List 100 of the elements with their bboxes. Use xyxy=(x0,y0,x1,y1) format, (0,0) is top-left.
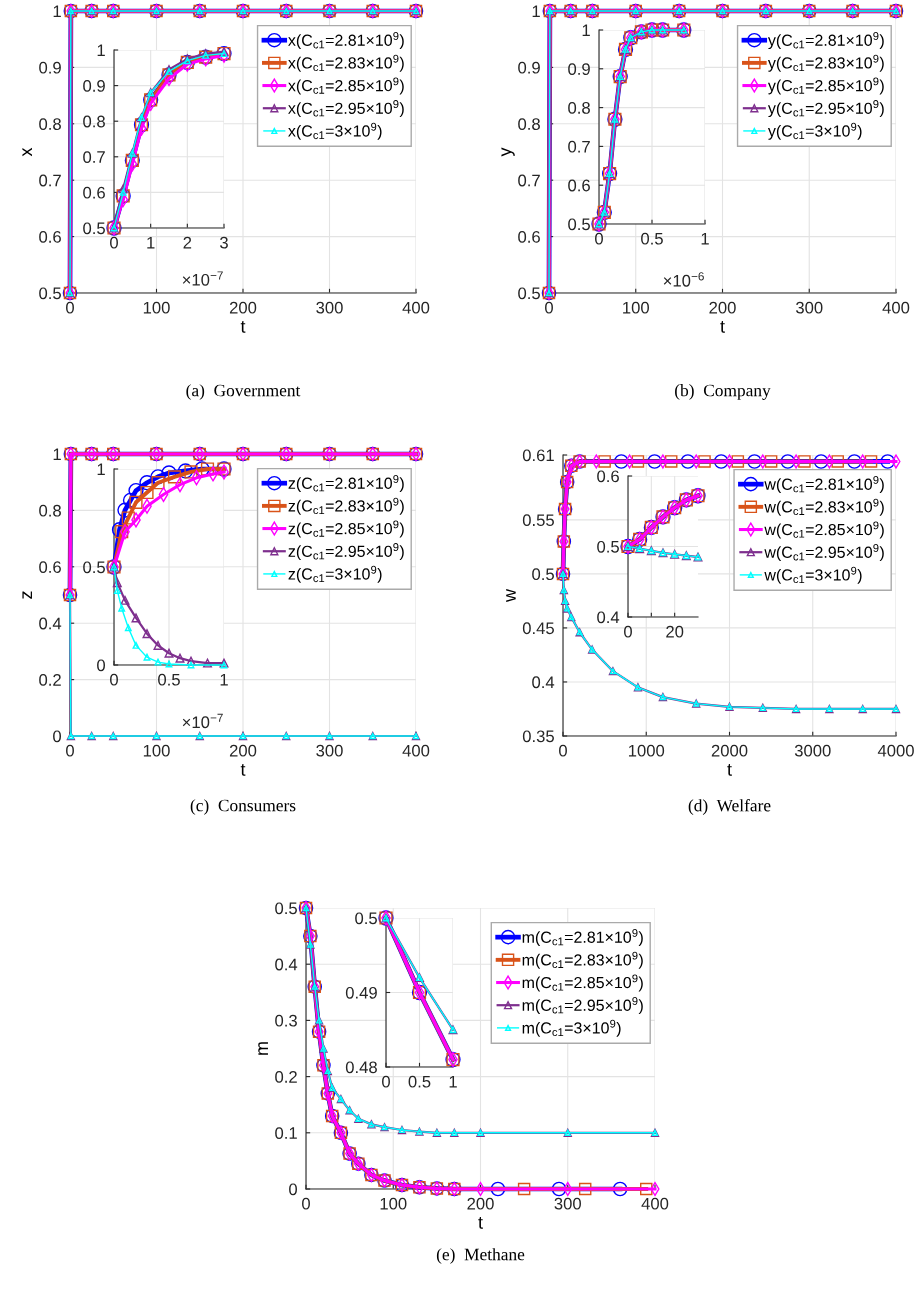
legend-label: x(C$_{c1}$=2.85×10$^{9}$) xyxy=(288,77,404,95)
y-tick-label: 1 xyxy=(532,5,540,18)
y-tick-label: 0.4 xyxy=(597,611,620,624)
legend-label: z(C$_{c1}$=3×10$^{9}$) xyxy=(288,565,382,583)
text: (b) Company xyxy=(675,384,771,400)
legend-label: w(C$_{c1}$=2.95×10$^{9}$) xyxy=(764,544,884,562)
annotation: ×10$^{−7}$ xyxy=(182,713,223,729)
legend-label: z(C$_{c1}$=2.95×10$^{9}$) xyxy=(288,543,404,561)
x-tick-label: 200 xyxy=(229,301,257,314)
y-tick-label: 0.5 xyxy=(39,287,61,300)
x-tick-label: 4000 xyxy=(877,744,914,757)
y-tick-label: 0.6 xyxy=(597,470,619,483)
x-tick-label: 400 xyxy=(641,1197,669,1210)
x-tick-label: 300 xyxy=(795,301,823,314)
y-tick-label: 0.5 xyxy=(83,222,105,235)
y-tick-label: 0.8 xyxy=(568,102,590,114)
x-tick-label: 1 xyxy=(147,236,155,249)
y-tick-label: 0.35 xyxy=(522,730,554,743)
legend-label: m(C$_{c1}$=2.83×10$^{9}$) xyxy=(522,951,643,969)
x-tick-label: 200 xyxy=(467,1197,494,1210)
x-tick-label: 1 xyxy=(701,232,709,245)
x-axis-title: t xyxy=(720,321,725,333)
y-tick-label: 1 xyxy=(53,448,61,461)
x-tick-label: 1000 xyxy=(628,744,665,757)
legend-label: x(C$_{c1}$=2.81×10$^{9}$) xyxy=(288,32,404,50)
x-tick-label: 2 xyxy=(183,236,192,249)
text: (d) Welfare xyxy=(688,799,771,815)
legend-label: y(C$_{c1}$=2.81×10$^{9}$) xyxy=(767,32,884,50)
legend-label: y(C$_{c1}$=2.95×10$^{9}$) xyxy=(767,100,884,118)
y-tick-label: 0.4 xyxy=(532,676,555,689)
x-axis-title: t xyxy=(727,764,732,776)
annotation: ×10$^{−7}$ xyxy=(182,271,223,286)
y-tick-label: 0.8 xyxy=(39,118,61,130)
legend-label: y(C$_{c1}$=2.83×10$^{9}$) xyxy=(767,54,884,72)
x-tick-label: 100 xyxy=(143,301,170,314)
y-tick-label: 0.7 xyxy=(518,174,540,187)
y-tick-label: 0.6 xyxy=(39,231,61,243)
annotation: ×10$^{−6}$ xyxy=(663,272,704,287)
x-axis-title: t xyxy=(240,764,246,776)
y-tick-label: 0.55 xyxy=(522,514,554,527)
y-tick-label: 0.9 xyxy=(568,63,590,75)
x-tick-label: 200 xyxy=(229,744,257,757)
y-tick-label: 0.4 xyxy=(275,958,298,971)
x-tick-label: 1 xyxy=(449,1075,457,1088)
y-tick-label: 1 xyxy=(53,5,61,18)
x-tick-label: 0 xyxy=(302,1197,310,1210)
x-tick-label: 1 xyxy=(220,673,228,686)
y-tick-label: 0.2 xyxy=(275,1071,297,1083)
y-tick-label: 0.3 xyxy=(275,1014,297,1027)
x-tick-label: 0 xyxy=(110,236,118,249)
y-tick-label: 0.5 xyxy=(275,902,297,915)
y-tick-label: 0.5 xyxy=(532,568,554,581)
x-tick-label: 200 xyxy=(709,301,736,314)
y-axis-title: x xyxy=(22,147,32,157)
x-tick-label: 300 xyxy=(316,744,343,757)
x-tick-label: 0 xyxy=(110,673,118,686)
y-tick-label: 0.61 xyxy=(522,449,554,462)
legend-label: x(C$_{c1}$=3×10$^{9}$) xyxy=(288,122,382,140)
y-axis-title: m xyxy=(258,1042,268,1055)
x-tick-label: 0 xyxy=(66,301,74,314)
legend-label: w(C$_{c1}$=2.81×10$^{9}$) xyxy=(764,476,884,494)
x-axis-title: t xyxy=(478,1217,483,1229)
y-tick-label: 0.5 xyxy=(355,912,377,925)
legend-label: x(C$_{c1}$=2.83×10$^{9}$) xyxy=(288,54,404,72)
y-tick-label: 1 xyxy=(97,44,105,57)
x-tick-label: 0 xyxy=(382,1075,390,1088)
legend-label: m(C$_{c1}$=2.81×10$^{9}$) xyxy=(522,929,643,947)
y-tick-label: 0.6 xyxy=(39,561,61,573)
y-tick-label: 0.49 xyxy=(345,986,377,999)
x-tick-label: 0.5 xyxy=(158,673,180,686)
legend-label: y(C$_{c1}$=3×10$^{9}$) xyxy=(767,122,862,140)
y-tick-label: 0 xyxy=(53,730,62,743)
y-tick-label: 0.9 xyxy=(39,61,61,74)
y-tick-label: 0.9 xyxy=(518,61,540,74)
y-tick-label: 0.6 xyxy=(518,231,540,243)
x-tick-label: 300 xyxy=(316,301,343,314)
y-tick-label: 0.7 xyxy=(39,174,61,187)
legend-label: y(C$_{c1}$=2.85×10$^{9}$) xyxy=(767,77,884,95)
legend-label: m(C$_{c1}$=3×10$^{9}$) xyxy=(522,1019,621,1037)
x-axis-title: t xyxy=(240,321,246,333)
y-tick-label: 0.6 xyxy=(568,179,590,192)
legend-label: w(C$_{c1}$=2.83×10$^{9}$) xyxy=(764,498,884,516)
x-tick-label: 2000 xyxy=(711,744,748,757)
y-tick-label: 0.2 xyxy=(39,674,61,686)
x-tick-label: 100 xyxy=(623,301,649,314)
y-tick-label: 0.4 xyxy=(39,617,62,630)
text: (c) Consumers xyxy=(190,799,296,815)
text: (a) Government xyxy=(186,384,301,400)
y-tick-label: 0.5 xyxy=(597,540,619,553)
x-tick-label: 400 xyxy=(402,301,430,314)
x-tick-label: 3000 xyxy=(794,744,831,757)
legend-label: w(C$_{c1}$=2.85×10$^{9}$) xyxy=(764,521,884,539)
y-tick-label: 0.48 xyxy=(345,1061,377,1074)
legend-label: x(C$_{c1}$=2.95×10$^{9}$) xyxy=(288,100,404,118)
legend-label: m(C$_{c1}$=2.95×10$^{9}$) xyxy=(522,997,643,1015)
legend-label: z(C$_{c1}$=2.85×10$^{9}$) xyxy=(288,520,404,538)
y-tick-label: 1 xyxy=(97,463,105,476)
y-tick-label: 0.5 xyxy=(83,561,105,574)
y-tick-label: 0.7 xyxy=(568,140,590,153)
x-tick-label: 3 xyxy=(220,236,228,249)
